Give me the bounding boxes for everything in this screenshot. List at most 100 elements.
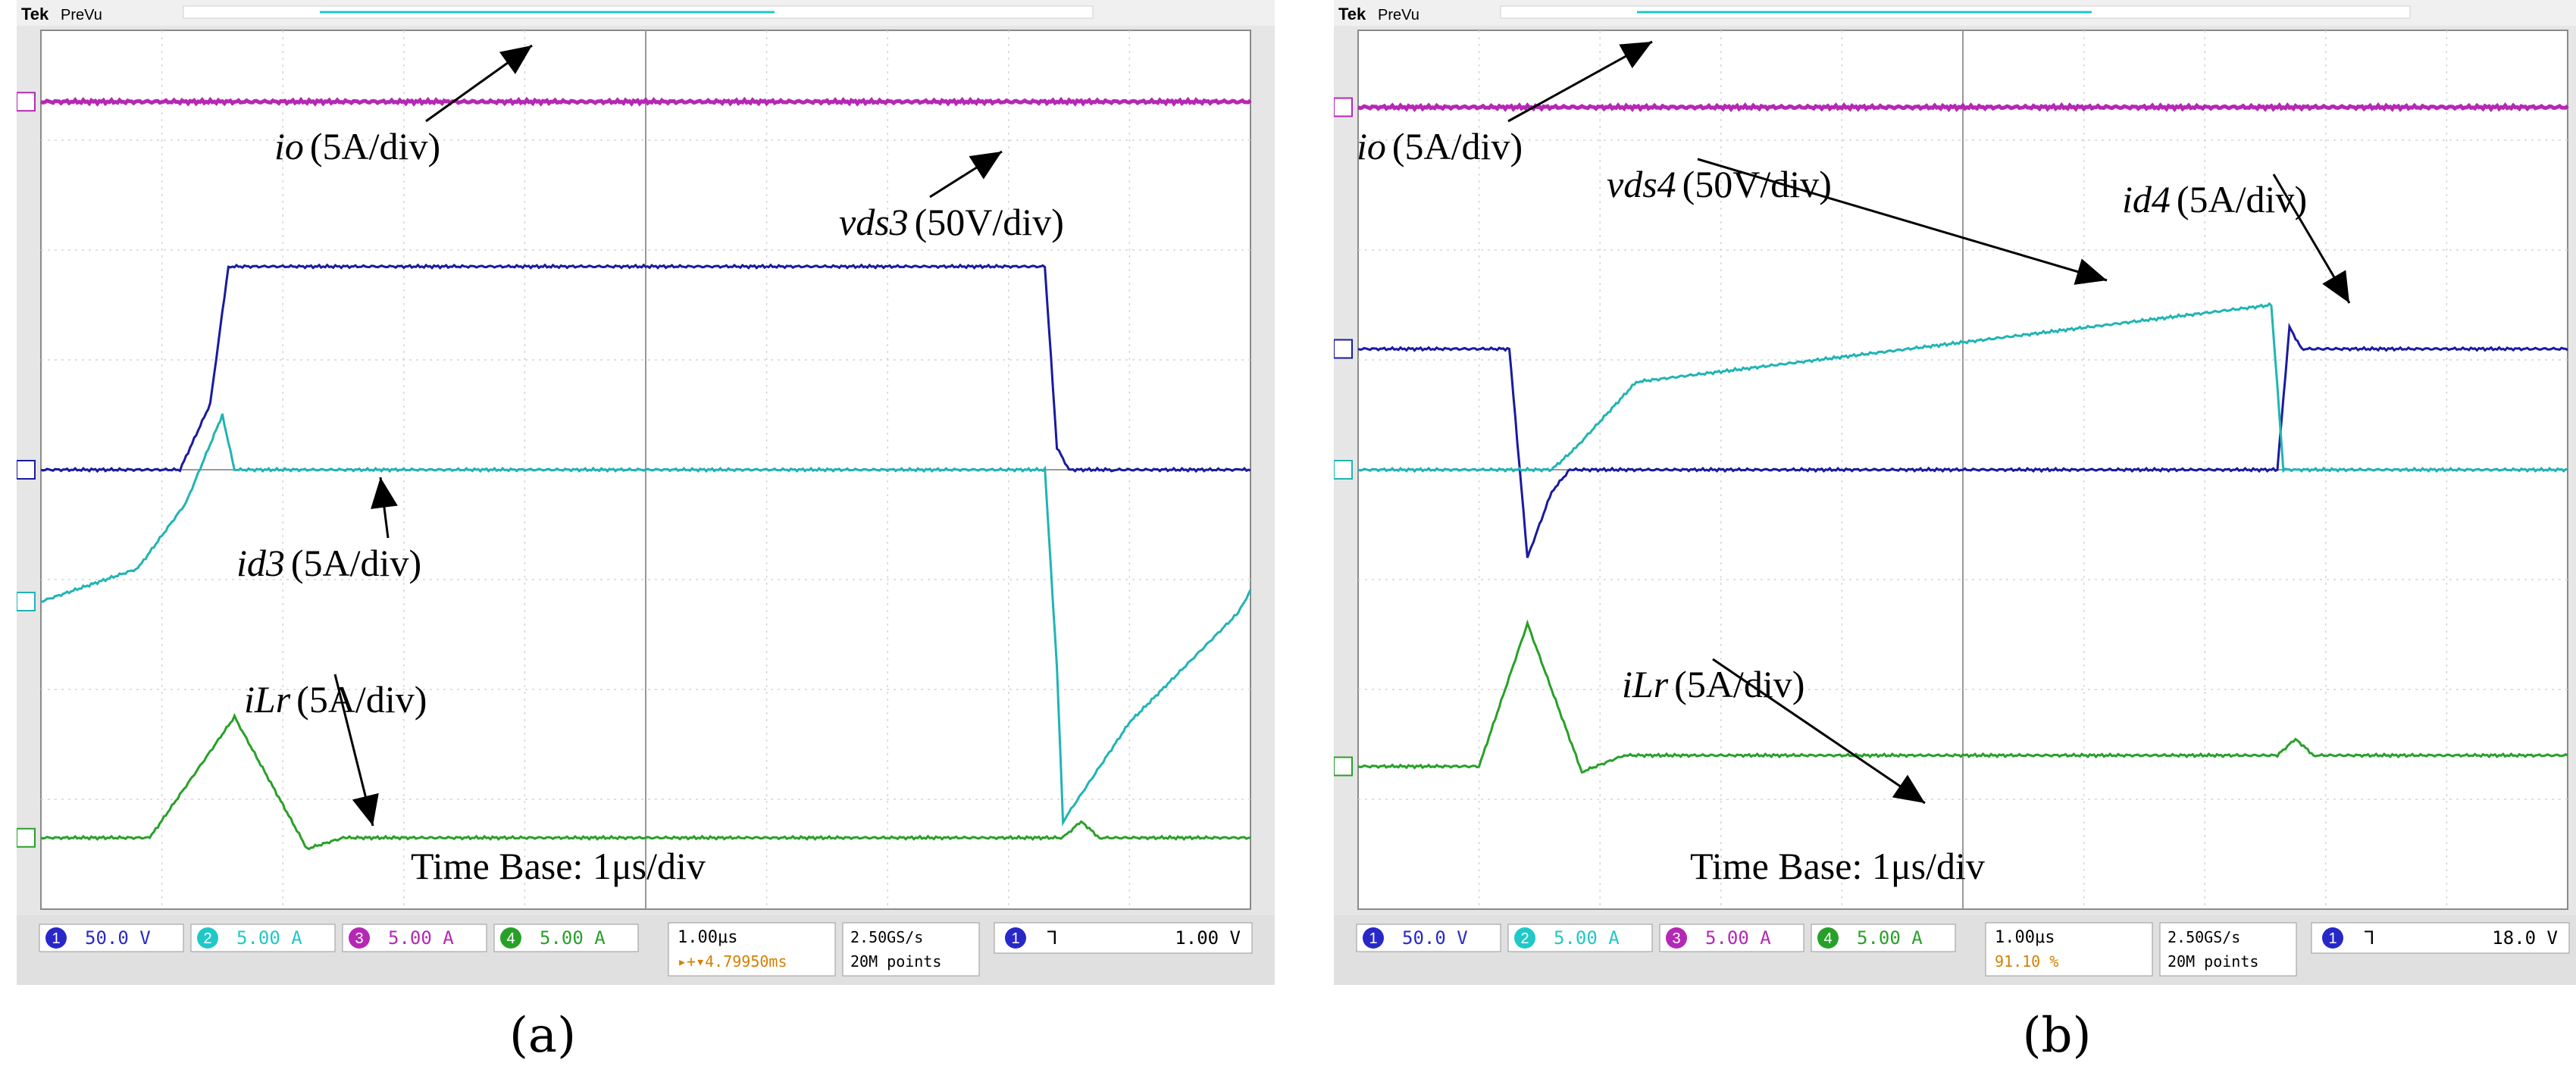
channel-number: 2 [1520,930,1529,947]
annotation-unit: (5A/div) [1674,663,1804,705]
annotation-arrow-head [499,45,532,74]
annotation-symbol: iLr [244,678,291,721]
channel-marker-vds3 [17,460,36,480]
annotation-unit: (50V/div) [915,201,1064,243]
oscilloscope-panel-b: Tek PreVu io (5A/div) vds4 (50V/div) id4 (5A/di… [1334,0,2576,985]
channel-scale: 5.00 A [540,927,606,949]
channel-marker-io [1334,97,1353,117]
trigger-channel-badge [1005,927,1026,949]
channel-number-badge [1514,927,1535,949]
trigger-position: ▸+▾4.79950ms [678,952,787,971]
horizontal-scale: 1.00μs [1995,928,2055,947]
annotation-unit: (50V/div) [1682,163,1832,205]
trigger-channel-badge [2322,927,2343,949]
channel-scale: 5.00 A [1705,927,1771,949]
record-length: 20M points [2168,952,2258,971]
annotation-symbol: io [1357,125,1386,167]
annotation-id3: id3 (5A/div) [236,542,421,584]
channel-number: 1 [1369,930,1377,947]
channel-number: 4 [1823,930,1832,947]
annotation-symbol: vds4 [1607,163,1676,205]
annotation-arrow-line [1697,158,2108,282]
channel-number: 2 [203,930,211,947]
annotation-arrow-head [1892,774,1925,803]
header-brand: Tek [1338,5,1366,23]
trace-vds3 [40,263,1251,474]
trace-iLr [40,712,1251,851]
channel-marker-io [17,92,36,112]
trigger-channel: 1 [1011,930,1019,947]
channel-scale: 50.0 V [1402,927,1468,949]
channel-number-badge [45,927,67,949]
channel-marker-id3 [17,592,36,611]
annotation-arrow-head [371,477,398,509]
sample-rate: 2.50GS/s [850,928,923,946]
channel-number: 4 [506,930,515,947]
annotation-vds4: vds4 (50V/div) [1607,163,1832,205]
channel-scale: 5.00 A [1554,927,1620,949]
channel-number-badge [1666,927,1687,949]
channel-number-badge [1363,927,1384,949]
channel-number-badge [349,927,370,949]
channel-scale: 5.00 A [1857,927,1923,949]
trace-io [40,96,1252,107]
acquisition-readout-box [842,922,980,977]
annotation-symbol: iLr [1622,663,1669,705]
annotation-vds3: vds3 (50V/div) [839,201,1064,243]
channel-number: 3 [1672,930,1680,947]
trigger-slope-icon: ⅂ [1047,927,1057,949]
trace-id3 [41,413,1252,827]
channel-scale: 5.00 A [388,927,454,949]
annotation-symbol: io [274,125,304,167]
channel-marker-vds4 [1334,339,1353,359]
trigger-slope-icon: ⅂ [2365,927,2374,949]
timebase-text: Time Base: 1μs/div [411,845,706,887]
header-brand: Tek [21,5,49,23]
sample-rate: 2.50GS/s [2168,928,2240,946]
trigger-channel: 1 [2328,930,2337,947]
panel-label-a: (a) [509,1008,577,1064]
record-length: 20M points [850,952,941,971]
channel-marker-id4 [1334,460,1353,480]
horizontal-readout-box [668,922,836,977]
trigger-readout-box [2311,922,2570,954]
annotation-unit: (5A/div) [310,125,440,167]
annotation-arrow-head [2322,270,2349,303]
oscilloscope-panel-a: Tek PreVu io (5A/div) vds3 (50V/div) id3 (5A/di… [17,0,1275,985]
trace-id4 [1357,302,2568,474]
header-mode: PreVu [61,7,102,23]
channel-number: 3 [355,930,363,947]
annotation-arrow-head [969,152,1002,180]
trigger-level: 1.00 V [1175,927,1241,949]
channel-number-badge [1817,927,1839,949]
annotation-io: io (5A/div) [274,125,440,167]
annotation-arrow-line [1712,658,1926,805]
channel-scale: 50.0 V [85,927,151,949]
channel-marker-iLr [1334,756,1353,777]
trace-vds4 [1357,322,2568,558]
annotation-symbol: vds3 [839,201,909,243]
header-mode: PreVu [1378,7,1419,23]
annotation-symbol: id3 [236,542,285,584]
annotation-arrow-head [1619,42,1652,69]
annotation-unit: (5A/div) [1392,125,1523,167]
channel-number-badge [197,927,218,949]
annotation-arrow-head [352,792,379,826]
trigger-level: 18.0 V [2492,927,2558,949]
annotation-symbol: id4 [2122,178,2171,220]
horizontal-readout-box [1985,922,2153,977]
annotation-unit: (5A/div) [2177,178,2307,220]
annotation-unit: (5A/div) [296,678,427,721]
channel-scale: 5.00 A [236,927,302,949]
trace-iLr [1357,619,2568,774]
horizontal-scale: 1.00μs [678,928,737,947]
channel-number-badge [500,927,521,949]
annotation-id4: id4 (5A/div) [2122,178,2307,220]
annotation-io: io (5A/div) [1357,125,1523,167]
trace-io [1357,102,2569,113]
trigger-position: 91.10 % [1995,952,2058,971]
annotation-arrow-head [2074,258,2107,285]
panel-label-b: (b) [2022,1008,2092,1064]
